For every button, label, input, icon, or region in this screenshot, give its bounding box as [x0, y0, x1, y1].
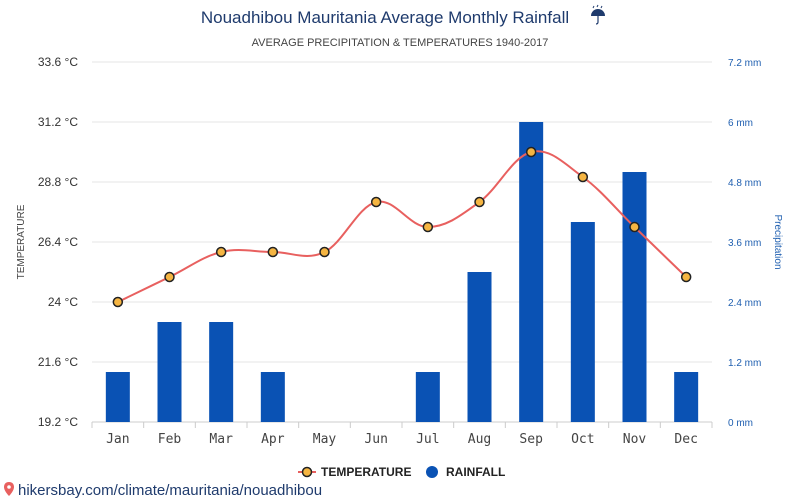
legend-rainfall-label: RAINFALL	[446, 465, 505, 479]
right-tick-label: 2.4 mm	[728, 298, 761, 309]
left-axis-title: TEMPERATURE	[16, 204, 27, 279]
right-axis-title: Precipitation	[772, 214, 783, 269]
temperature-point	[525, 146, 537, 158]
gridlines	[92, 61, 712, 423]
rainfall-bar	[209, 322, 234, 422]
right-tick-label: 4.8 mm	[728, 178, 761, 189]
left-tick-label: 21.6 °C	[38, 355, 78, 369]
chart-subtitle: AVERAGE PRECIPITATION & TEMPERATURES 194…	[252, 37, 549, 49]
x-axis: Jan Feb Mar Apr May Jun Jul Aug Sep Oct Nov Dec	[91, 422, 713, 447]
rainfall-bar	[467, 272, 492, 422]
right-tick-label: 7.2 mm	[728, 58, 761, 69]
rainfall-bar	[415, 372, 440, 422]
rainfall-bars	[105, 122, 699, 422]
temperature-line-group	[112, 146, 692, 308]
temperature-point	[164, 271, 175, 283]
rainfall-bar	[260, 372, 285, 422]
rainfall-bar	[570, 222, 595, 422]
rainfall-bar	[622, 172, 647, 422]
source-link[interactable]: hikersbay.com/climate/mauritania/nouadhi…	[18, 482, 322, 499]
x-tick-label: Jul	[416, 432, 439, 447]
temperature-line	[117, 150, 687, 303]
x-tick-label: Mar	[209, 432, 233, 447]
temperature-point	[629, 221, 640, 233]
left-tick-label: 28.8 °C	[38, 175, 78, 189]
x-tick-label: May	[313, 432, 337, 447]
temperature-point	[215, 246, 227, 258]
x-tick-label: Feb	[158, 432, 182, 447]
right-tick-label: 6 mm	[728, 118, 753, 129]
temperature-point	[577, 171, 589, 183]
x-tick-label: Aug	[468, 432, 491, 447]
legend-temperature-label: TEMPERATURE	[321, 465, 411, 479]
location-pin-icon	[4, 482, 14, 496]
x-tick-label: Apr	[261, 432, 285, 447]
right-tick-label: 0 mm	[728, 418, 753, 429]
chart-title: Nouadhibou Mauritania Average Monthly Ra…	[201, 8, 569, 27]
temperature-point	[680, 271, 692, 283]
x-tick-label: Nov	[623, 432, 647, 447]
left-tick-label: 24 °C	[48, 295, 78, 309]
temperature-point	[422, 221, 434, 233]
temperature-point	[112, 296, 124, 308]
temperature-point	[474, 196, 485, 208]
legend-temperature-swatch	[298, 466, 316, 478]
x-tick-label: Oct	[571, 432, 594, 447]
rainfall-bar	[674, 372, 699, 422]
left-tick-label: 26.4 °C	[38, 235, 78, 249]
right-tick-label: 3.6 mm	[728, 238, 761, 249]
temperature-point	[319, 246, 330, 258]
left-tick-label: 31.2 °C	[38, 115, 78, 129]
temperature-point	[370, 196, 382, 208]
left-tick-label: 19.2 °C	[38, 415, 78, 429]
left-axis-ticks: 19.2 °C 21.6 °C 24 °C 26.4 °C 28.8 °C 31.2 °C…	[38, 55, 78, 429]
x-tick-label: Jun	[364, 432, 387, 447]
x-tick-label: Sep	[519, 432, 543, 447]
temperature-point	[267, 246, 279, 258]
left-tick-label: 33.6 °C	[38, 55, 78, 69]
legend: TEMPERATURE RAINFALL	[298, 465, 505, 479]
right-axis-ticks: 0 mm 1.2 mm 2.4 mm 3.6 mm 4.8 mm 6 mm 7.2 mm	[728, 58, 761, 429]
rainfall-bar	[157, 322, 182, 422]
umbrella-rain-icon	[591, 4, 605, 25]
legend-rainfall-swatch	[426, 466, 438, 478]
right-tick-label: 1.2 mm	[728, 358, 761, 369]
x-tick-label: Jan	[106, 432, 129, 447]
rainfall-bar	[105, 372, 130, 422]
x-tick-label: Dec	[674, 432, 697, 447]
rainfall-bar	[519, 122, 544, 422]
